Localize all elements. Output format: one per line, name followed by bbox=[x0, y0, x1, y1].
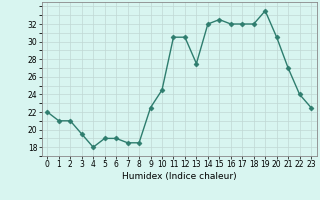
X-axis label: Humidex (Indice chaleur): Humidex (Indice chaleur) bbox=[122, 172, 236, 181]
